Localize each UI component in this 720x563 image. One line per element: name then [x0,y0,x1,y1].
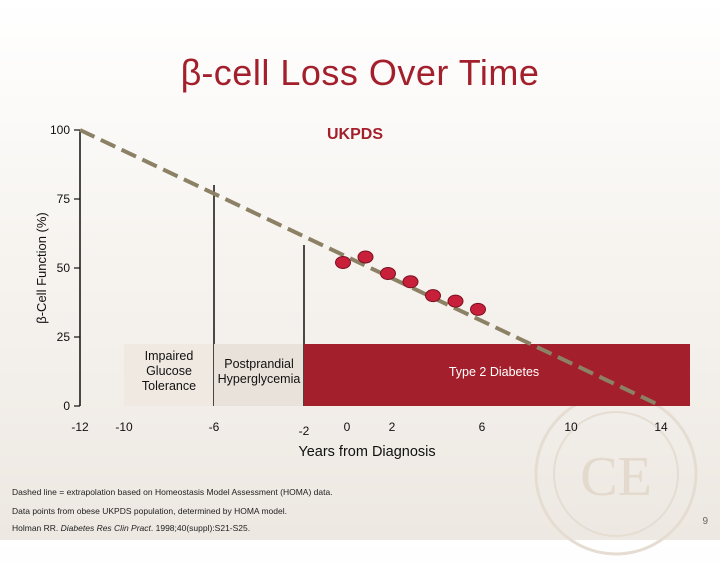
footnote-homa: Dashed line = extrapolation based on Hom… [12,487,333,497]
footnote-ukpds: Data points from obese UKPDS population,… [12,506,287,516]
data-point [335,255,351,269]
y-tick-label: 50 [57,261,71,275]
data-point [425,289,441,303]
footnote-reference: Holman RR. Diabetes Res Clin Pract. 1998… [12,523,250,533]
stage-label-2: Type 2 Diabetes [449,365,539,379]
x-tick-label: 14 [654,420,668,434]
data-point [447,294,464,308]
data-point [470,302,486,316]
data-point [357,250,374,264]
x-axis-label: Years from Diagnosis [298,444,435,460]
ukpds-annotation: UKPDS [327,126,383,143]
x-tick-label: 2 [389,420,396,434]
svg-text:CE: CE [580,446,652,508]
page-number: 9 [702,516,708,527]
y-tick-label: 100 [50,123,70,137]
y-tick-label: 75 [57,192,71,206]
y-axis-label: β-Cell Function (%) [34,212,49,324]
title-symbol: β [180,52,202,93]
x-tick-label: 0 [344,420,351,434]
slide-title: β-cell Loss Over Time [0,52,720,94]
stage-label-0: Impaired Glucose Tolerance [142,349,196,393]
x-tick-label: -6 [209,420,220,434]
reference-journal: Diabetes Res Clin Pract [60,523,151,533]
x-tick-label: -2 [299,424,310,438]
stage-label-1: Postprandial Hyperglycemia [218,357,301,386]
reference-details: . 1998;40(suppl):S21-S25. [150,523,251,533]
x-tick-label: 10 [564,420,578,434]
y-tick-label: 25 [57,330,71,344]
stage-band-2 [304,344,690,406]
data-point [402,275,419,289]
x-tick-label: -10 [115,420,133,434]
extrapolation-line [79,128,662,408]
x-tick-label: 6 [479,420,486,434]
reference-author: Holman RR. [12,523,61,533]
stage-band-1 [214,344,304,406]
data-point [380,267,396,281]
stage-band-0 [124,344,214,406]
title-text: -cell Loss Over Time [201,52,540,93]
x-tick-label: -12 [71,420,89,434]
y-tick-label: 0 [63,399,70,413]
